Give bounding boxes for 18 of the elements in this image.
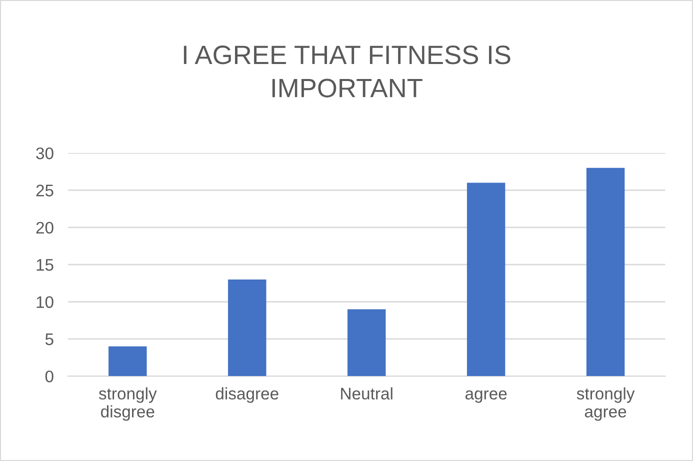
x-tick-label: agree	[465, 390, 507, 403]
x-tick-label: strongly disgree	[98, 387, 157, 421]
y-tick-label: 5	[45, 334, 54, 346]
chart-title: I AGREE THAT FITNESS IS IMPORTANT	[184, 46, 510, 98]
x-tick-label: disagree	[216, 387, 278, 403]
y-tick-label: 10	[36, 296, 54, 308]
y-tick-label: 15	[36, 259, 54, 271]
bar	[586, 168, 625, 376]
y-tick-label: 0	[45, 370, 54, 382]
x-tick-label: Neutral	[341, 387, 392, 400]
bar	[108, 346, 147, 376]
x-tick-label: strongly agree	[576, 387, 635, 421]
y-tick-label: 20	[36, 222, 54, 234]
bar	[347, 309, 386, 376]
bar	[228, 279, 266, 376]
y-tick-label: 25	[36, 184, 54, 196]
bar	[466, 182, 506, 376]
y-tick-label: 30	[36, 147, 54, 160]
